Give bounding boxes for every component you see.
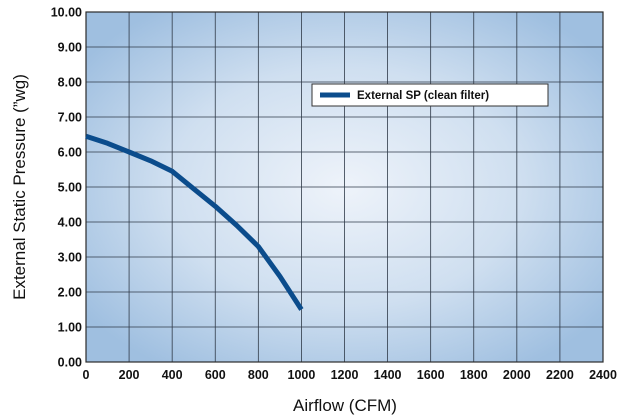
x-tick-label: 2200 bbox=[546, 368, 574, 382]
x-tick-label: 400 bbox=[162, 368, 183, 382]
x-tick-label: 600 bbox=[205, 368, 226, 382]
x-axis-title: Airflow (CFM) bbox=[293, 396, 397, 415]
y-tick-label: 9.00 bbox=[58, 41, 82, 55]
y-tick-label: 3.00 bbox=[58, 251, 82, 265]
plot-border bbox=[85, 11, 604, 363]
y-axis-title: External Static Pressure (”wg) bbox=[10, 74, 29, 300]
legend-box bbox=[311, 83, 549, 107]
y-tick-label: 8.00 bbox=[58, 76, 82, 90]
x-tick-labels: 0 200 400 600 800 1000 1200 1400 1600 1800 2000 220… bbox=[83, 368, 617, 382]
x-tick-label: 2000 bbox=[503, 368, 531, 382]
y-tick-label: 0.00 bbox=[58, 356, 82, 370]
x-tick-label: 1000 bbox=[288, 368, 316, 382]
x-tick-label: 1200 bbox=[331, 368, 359, 382]
series-layer bbox=[85, 133, 304, 311]
legend-label: External SP (clean filter) bbox=[357, 90, 489, 102]
x-tick-label: 200 bbox=[119, 368, 140, 382]
x-tick-label: 800 bbox=[248, 368, 269, 382]
x-tick-label: 0 bbox=[83, 368, 90, 382]
y-tick-label: 1.00 bbox=[58, 321, 82, 335]
x-tick-label: 1600 bbox=[417, 368, 445, 382]
x-tick-label: 1800 bbox=[460, 368, 488, 382]
grid bbox=[85, 11, 604, 363]
legend: External SP (clean filter) bbox=[311, 83, 549, 107]
x-tick-label: 2400 bbox=[589, 368, 617, 382]
y-tick-label: 10.00 bbox=[51, 6, 82, 20]
y-tick-label: 2.00 bbox=[58, 286, 82, 300]
y-tick-label: 6.00 bbox=[58, 146, 82, 160]
y-tick-label: 4.00 bbox=[58, 216, 82, 230]
y-tick-label: 5.00 bbox=[58, 181, 82, 195]
y-tick-label: 7.00 bbox=[58, 111, 82, 125]
x-tick-label: 1400 bbox=[374, 368, 402, 382]
y-tick-labels: 0.00 1.00 2.00 3.00 4.00 5.00 6.00 7.00 8.00 9.00… bbox=[51, 6, 82, 370]
series-line-0 bbox=[85, 133, 304, 311]
